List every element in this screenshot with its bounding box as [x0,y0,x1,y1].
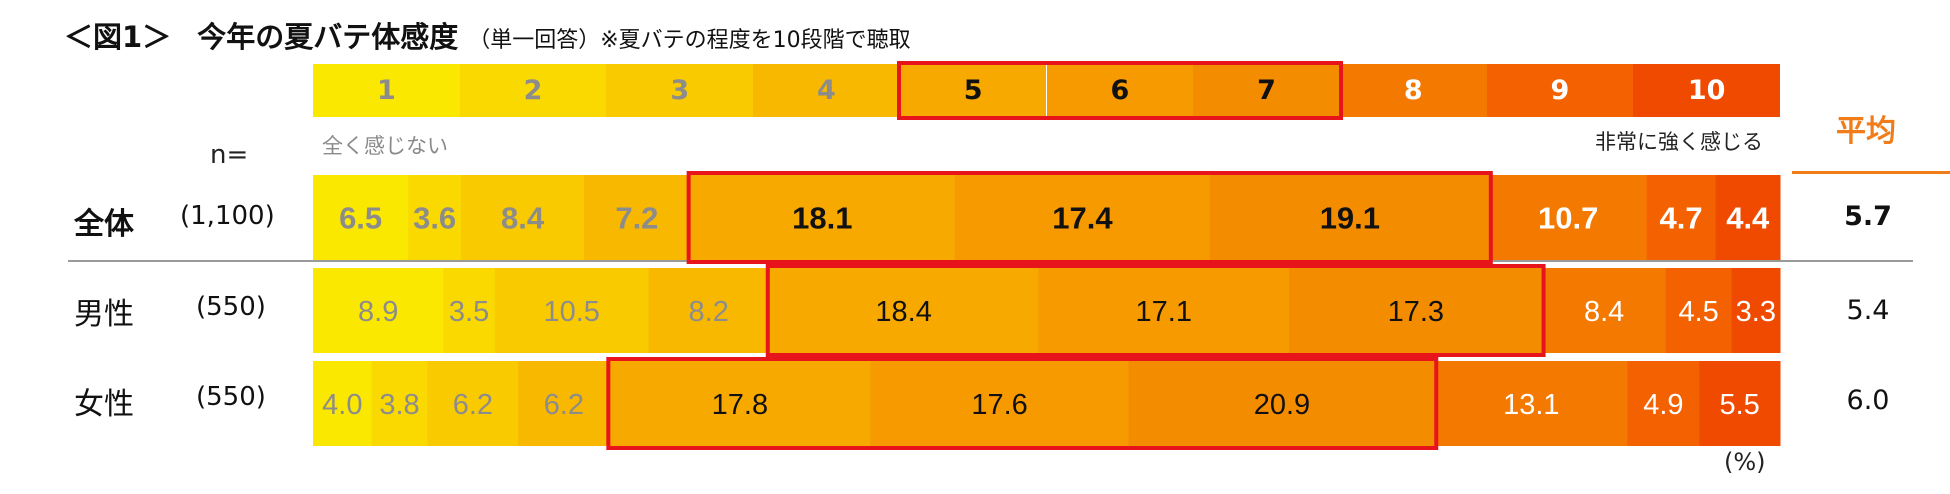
bar-segment [1489,175,1648,260]
bar-segment [609,361,871,446]
bar-segment [461,175,585,260]
row-n-male: (550) [196,292,266,322]
bar-value-label: 8.2 [689,296,729,328]
highlight-box [765,264,1546,357]
bar-segment [689,175,956,260]
bar-segment [1435,361,1628,446]
bar-value-label: 6.2 [544,389,584,421]
bar-value-label: 6.2 [453,389,493,421]
scale-level-9: 9 [1486,64,1634,117]
bar-segment [870,361,1130,446]
scale-level-5: 5 [899,64,1047,117]
bar-segment [1646,175,1717,260]
row-average-male: 5.4 [1846,295,1890,326]
bar-segment [494,268,650,353]
scale-level-3: 3 [606,64,754,117]
bar-value-label: 17.8 [712,389,768,421]
bar-value-label: 8.4 [1584,296,1624,328]
bar-value-label: 8.4 [501,201,545,236]
bar-segment [648,268,770,353]
bar-segment [768,268,1039,353]
bar-value-label: 17.1 [1136,296,1192,328]
bar-value-label: 18.4 [875,296,931,328]
bar-value-label: 13.1 [1503,389,1559,421]
row-average-female: 6.0 [1846,385,1890,416]
bar-value-label: 17.6 [971,389,1027,421]
bar-value-label: 3.8 [379,389,419,421]
scale-level-10: 10 [1633,64,1780,117]
scale-level-7: 7 [1193,64,1340,117]
bar-value-label: 4.4 [1726,201,1770,236]
bar-segment [1289,268,1544,353]
bar-value-label: 3.3 [1736,296,1776,328]
scale-legend: 1 2 3 4 5 6 7 8 9 10 [313,61,1780,120]
row-average-total: 5.7 [1844,201,1892,232]
chart-topic: 今年の夏バテ体感度 [197,20,459,54]
scale-level-8: 8 [1339,64,1487,117]
bar-value-label: 17.4 [1052,201,1113,236]
bar-segment [1715,175,1781,260]
bar-value-label: 19.1 [1320,201,1380,236]
bar-segment [408,175,462,260]
bar-segment [1665,268,1733,353]
bar-segment [518,361,610,446]
highlight-box [606,357,1439,450]
bar-segment [1128,361,1436,446]
bar-segment [313,361,373,446]
bar-value-label: 5.5 [1719,389,1759,421]
average-header: 平均 [1836,114,1896,149]
bar-value-label: 6.5 [339,201,382,236]
scale-highlight-box [896,61,1343,120]
bar-value-label: 4.0 [322,389,362,421]
bar-value-label: 3.6 [413,201,456,236]
bar-value-label: 4.9 [1643,389,1683,421]
scale-min-label: 全く感じない [322,134,448,158]
bar-value-label: 8.9 [358,296,398,328]
row-n-total: (1,100) [180,201,275,231]
bar-segment [1038,268,1290,353]
row-n-female: (550) [196,382,266,412]
bar-segment [1209,175,1491,260]
highlight-box [686,171,1493,264]
chart-title: ＜図1＞ 今年の夏バテ体感度 （単一回答）※夏バテの程度を10段階で聴取 [64,14,911,58]
bar-segment [1731,268,1781,353]
bar-segment [584,175,691,260]
bar-value-label: 3.5 [449,296,489,328]
scale-level-4: 4 [753,64,900,117]
bar-segment [1699,361,1781,446]
bar-segment [313,268,444,353]
bar-value-label: 10.7 [1538,201,1598,236]
bar-segment [954,175,1211,260]
scale-level-6: 6 [1046,64,1194,117]
bar-value-label: 17.3 [1388,296,1444,328]
bar-segment [443,268,496,353]
row-label-female: 女性 [74,387,134,422]
chart-subtitle: （単一回答）※夏バテの程度を10段階で聴取 [468,28,911,53]
average-header-underline [1792,171,1950,174]
bar-segment [1542,268,1667,353]
bar-value-label: 20.9 [1254,389,1310,421]
bar-segment [371,361,428,446]
row-label-male: 男性 [74,297,134,332]
bar-segment [1627,361,1700,446]
bar-segment [313,175,409,260]
row-label-total: 全体 [74,207,134,242]
bar-value-label: 10.5 [543,296,599,328]
bar-value-label: 4.7 [1660,201,1703,236]
scale-level-2: 2 [459,64,607,117]
bar-value-label: 4.5 [1678,296,1718,328]
bar-value-label: 18.1 [792,201,852,236]
bar-value-label: 7.2 [615,201,658,236]
unit-note: (%) [1724,448,1766,476]
bar-segment [427,361,519,446]
figure-number: ＜図1＞ [64,20,172,54]
n-label: n= [210,140,249,170]
scale-max-label: 非常に強く感じる [1595,130,1763,154]
scale-level-1: 1 [313,64,460,117]
